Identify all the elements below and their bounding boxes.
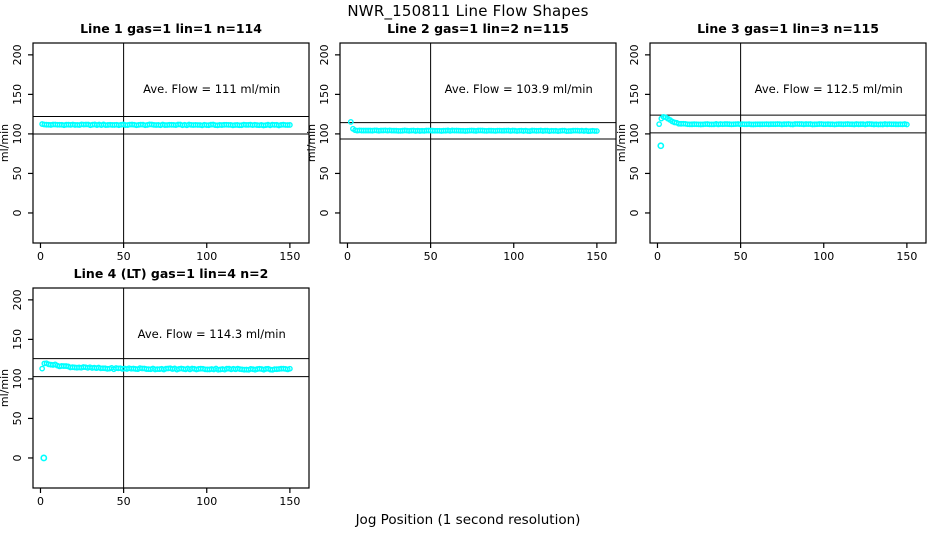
y-tick-label: 100 xyxy=(318,123,331,144)
subplot-svg-1: Line 1 gas=1 lin=1 n=114 0 50 100 150 0 50 100 1… xyxy=(0,21,310,263)
ave-flow-label: Ave. Flow = 114.3 ml/min xyxy=(138,327,286,341)
y-tick-label: 50 xyxy=(318,166,331,180)
data-point xyxy=(593,128,600,134)
x-tick-label: 0 xyxy=(654,250,661,263)
x-tick-label: 100 xyxy=(196,250,217,263)
y-tick-label: 150 xyxy=(11,84,24,105)
data-point xyxy=(39,365,46,372)
subplot-svg-4: Line 4 (LT) gas=1 lin=4 n=2 0 50 100 150 0 50 1… xyxy=(0,266,310,508)
data-point xyxy=(591,128,598,134)
y-tick-label: 50 xyxy=(628,166,641,180)
x-tick-label: 0 xyxy=(37,495,44,508)
x-tick-label: 50 xyxy=(117,250,131,263)
ave-flow-label: Ave. Flow = 103.9 ml/min xyxy=(445,82,593,96)
y-tick-label: 0 xyxy=(318,209,331,216)
subplot-svg-3: Line 3 gas=1 lin=3 n=115 0 50 100 150 0 50 100 1… xyxy=(615,21,927,263)
x-tick-label: 50 xyxy=(424,250,438,263)
subplot-4: Line 4 (LT) gas=1 lin=4 n=2 0 50 100 150 0 50 1… xyxy=(0,255,313,512)
data-point xyxy=(284,122,291,128)
y-tick-label: 100 xyxy=(628,123,641,144)
y-tick-label: 200 xyxy=(11,44,24,65)
subplot-1: Line 1 gas=1 lin=1 n=114 0 50 100 150 0 50 100 1… xyxy=(0,10,313,267)
y-tick-label: 50 xyxy=(11,411,24,425)
x-tick-label: 50 xyxy=(117,495,131,508)
plot-box xyxy=(32,287,310,489)
plot-box xyxy=(32,42,310,244)
ave-flow-label: Ave. Flow = 112.5 ml/min xyxy=(755,82,903,96)
y-axis-label: ml/min xyxy=(0,369,11,407)
outlier-point xyxy=(657,142,665,150)
y-tick-label: 150 xyxy=(318,84,331,105)
x-tick-label: 100 xyxy=(503,250,524,263)
data-point xyxy=(903,121,910,128)
subplot-3: Line 3 gas=1 lin=3 n=115 0 50 100 150 0 50 100 1… xyxy=(615,10,930,267)
x-tick-label: 150 xyxy=(586,250,607,263)
x-tick-label: 150 xyxy=(279,250,300,263)
x-tick-label: 100 xyxy=(813,250,834,263)
x-tick-label: 0 xyxy=(37,250,44,263)
x-tick-label: 0 xyxy=(344,250,351,263)
subplot-title: Line 3 gas=1 lin=3 n=115 xyxy=(697,21,879,36)
outlier-point xyxy=(40,454,48,462)
data-point xyxy=(656,121,663,128)
y-tick-label: 200 xyxy=(628,44,641,65)
data-point xyxy=(286,365,293,372)
y-tick-label: 200 xyxy=(11,289,24,310)
x-tick-label: 150 xyxy=(279,495,300,508)
data-point xyxy=(286,122,293,128)
ave-flow-label: Ave. Flow = 111 ml/min xyxy=(143,82,280,96)
y-axis-label: ml/min xyxy=(617,124,628,162)
main-title: NWR_150811 Line Flow Shapes xyxy=(347,2,589,20)
y-axis-label: ml/min xyxy=(0,124,11,162)
x-tick-label: 50 xyxy=(734,250,748,263)
subplot-svg-2: Line 2 gas=1 lin=2 n=115 0 50 100 150 0 50 100 1… xyxy=(305,21,617,263)
x-tick-label: 150 xyxy=(896,250,917,263)
y-tick-label: 100 xyxy=(11,368,24,389)
y-tick-label: 100 xyxy=(11,123,24,144)
y-tick-label: 150 xyxy=(628,84,641,105)
plot-box xyxy=(649,42,927,244)
y-axis-label: ml/min xyxy=(307,124,318,162)
y-tick-label: 0 xyxy=(11,454,24,461)
plot-box xyxy=(339,42,617,244)
data-point xyxy=(347,119,354,125)
y-tick-label: 200 xyxy=(318,44,331,65)
subplot-title: Line 4 (LT) gas=1 lin=4 n=2 xyxy=(74,266,269,281)
y-tick-label: 0 xyxy=(11,209,24,216)
y-tick-label: 0 xyxy=(628,209,641,216)
subplot-2: Line 2 gas=1 lin=2 n=115 0 50 100 150 0 50 100 1… xyxy=(305,10,620,267)
x-axis-title: Jog Position (1 second resolution) xyxy=(355,512,581,528)
y-tick-label: 50 xyxy=(11,166,24,180)
subplot-title: Line 1 gas=1 lin=1 n=114 xyxy=(80,21,262,36)
subplot-title: Line 2 gas=1 lin=2 n=115 xyxy=(387,21,569,36)
x-tick-label: 100 xyxy=(196,495,217,508)
y-tick-label: 150 xyxy=(11,329,24,350)
